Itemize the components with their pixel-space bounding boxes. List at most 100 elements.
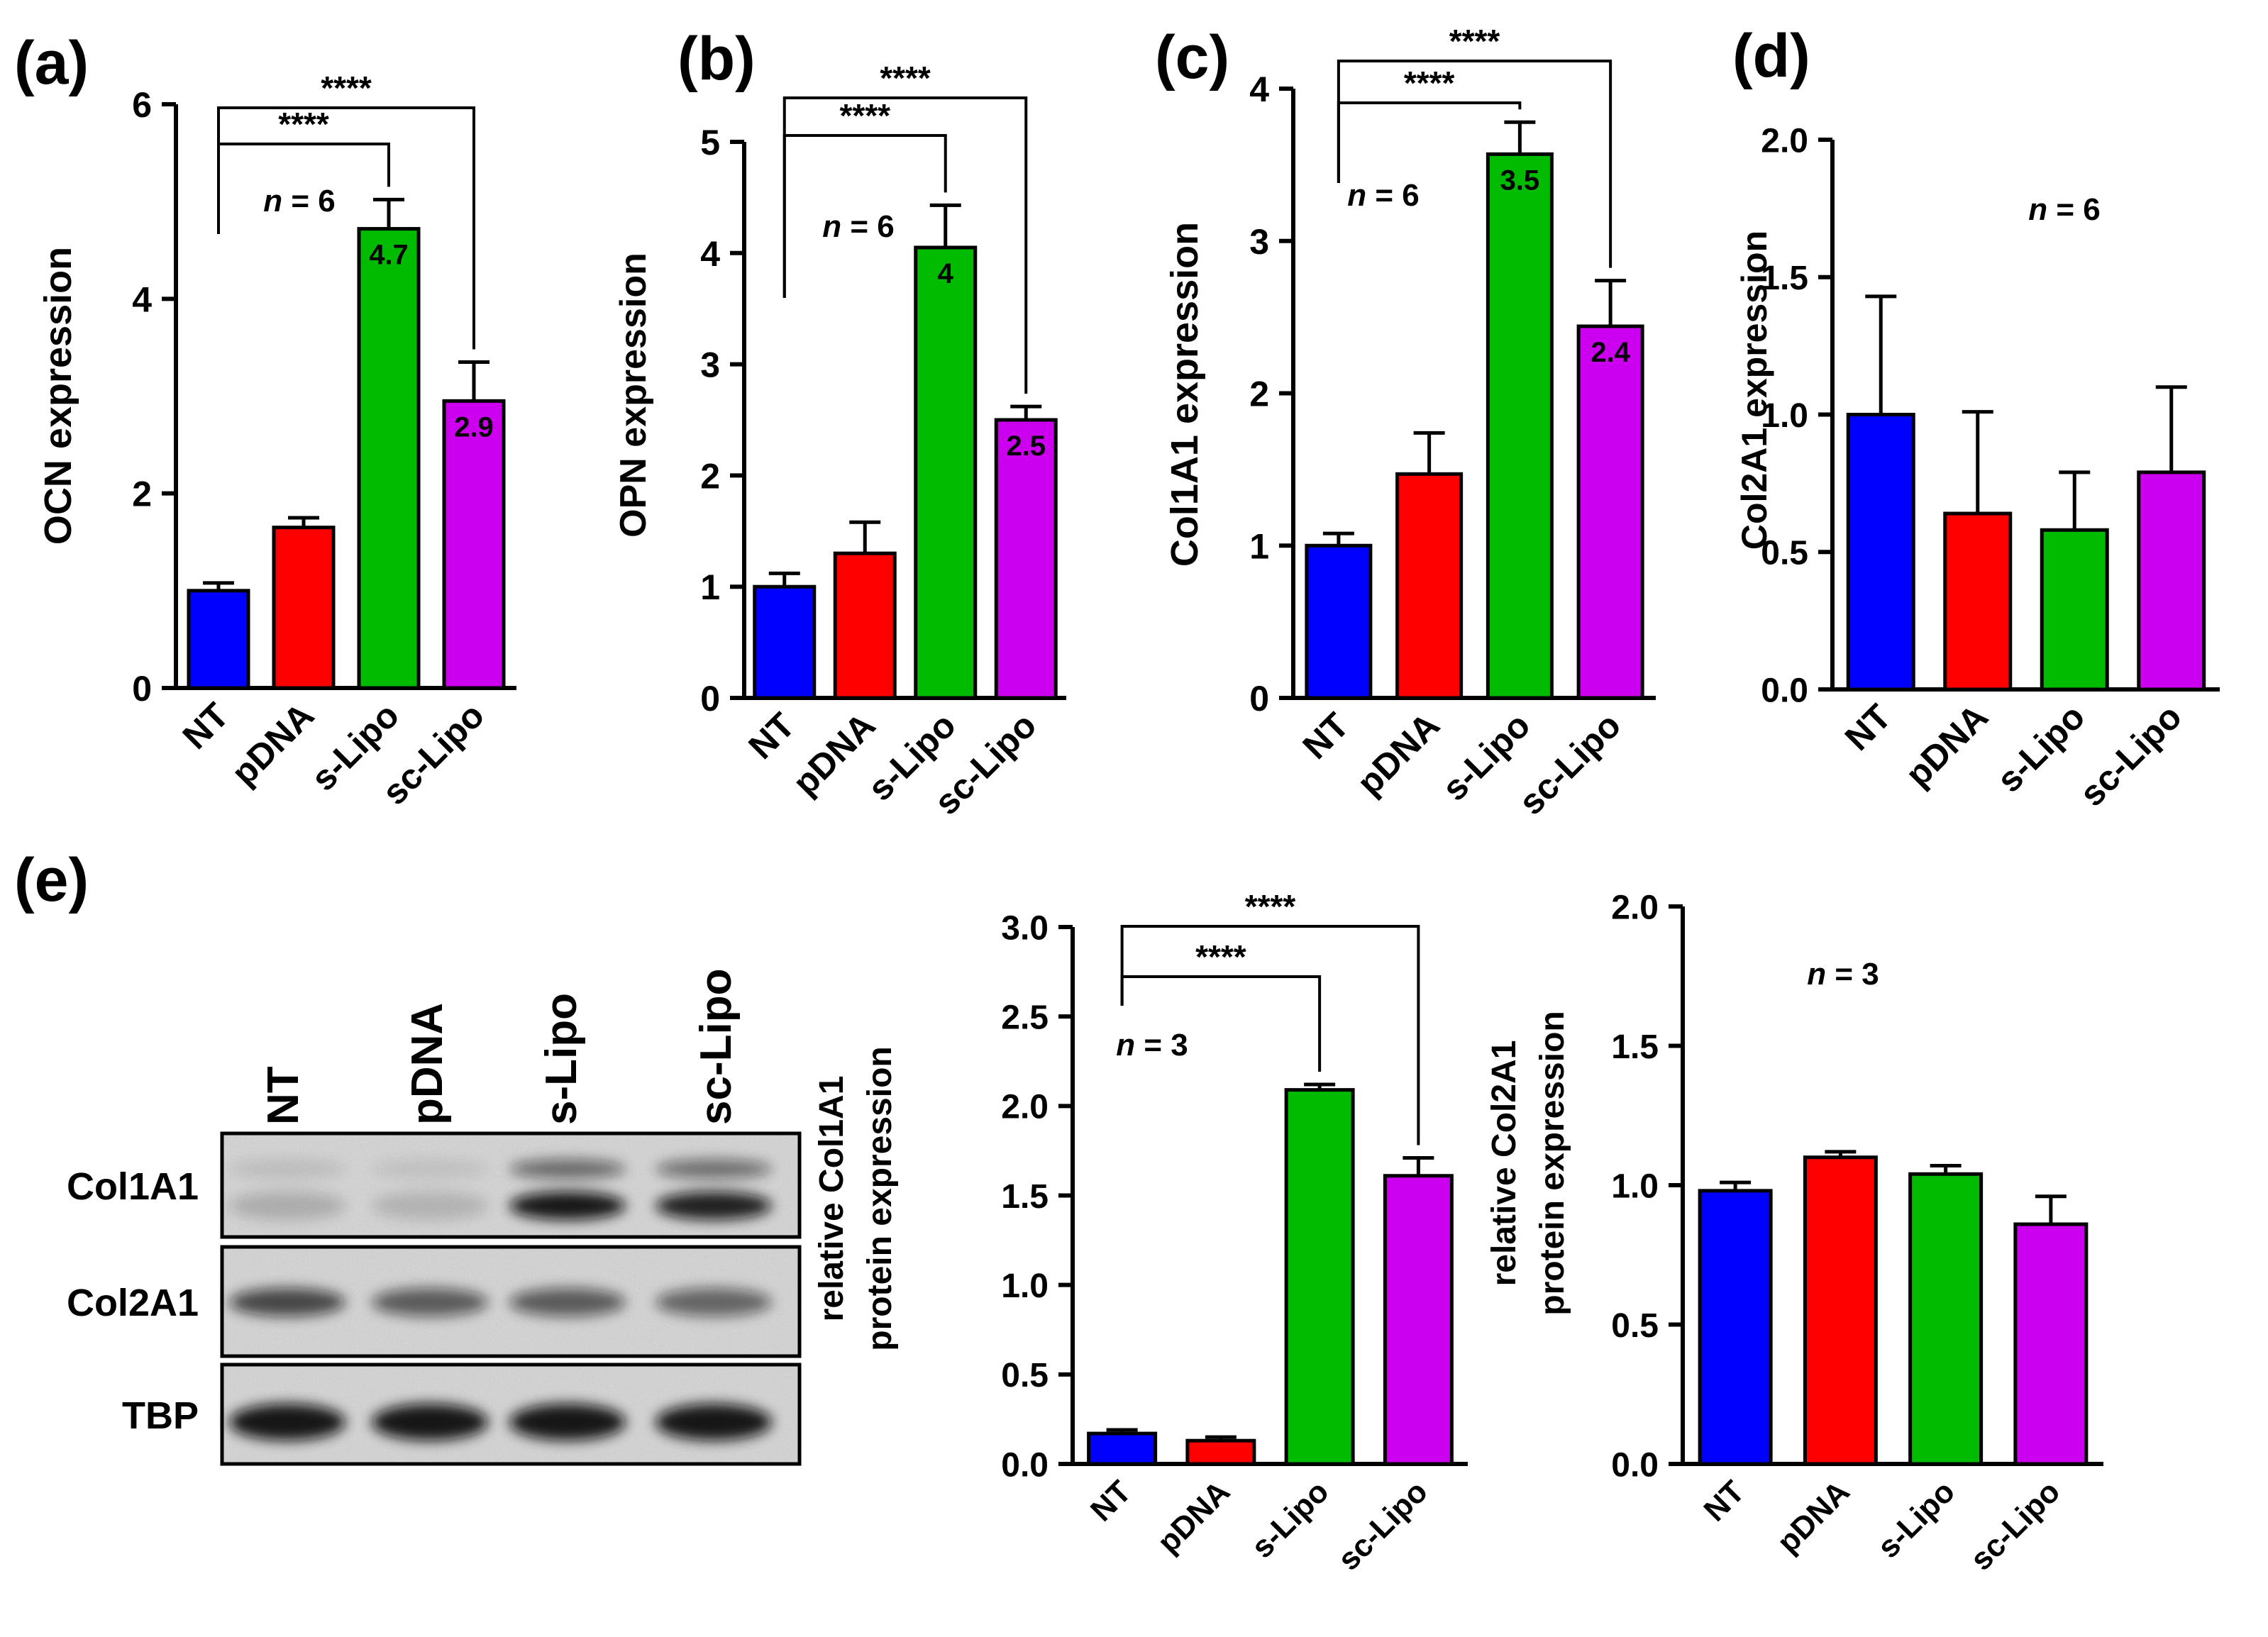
y-tick-label: 0.0 [1001,1446,1049,1484]
blot-texture [222,1133,800,1237]
x-tick-label-sc-lipo: sc-Lipo [1511,705,1628,822]
blot-row-tbp: TBP [122,1363,802,1466]
blot-band [655,1159,772,1179]
y-tick-label: 4 [132,279,152,319]
value-label-sc-lipo: 2.9 [454,411,494,443]
bar-s-lipo [914,245,978,700]
y-tick-label: 5 [700,123,720,162]
chart-panel-d: (d) 0.0 0.5 1.0 1.5 2.0 Col2A1 expression NTpDN… [1732,22,2220,814]
bar-nt [1698,1189,1773,1466]
significance-stars: **** [278,106,329,143]
blot-band [372,1192,488,1220]
bar-pdna [1803,1155,1878,1466]
n-annotation: n = 6 [1347,178,1420,213]
y-tick-label: 1.0 [1611,1167,1659,1205]
y-tick-label: 2.0 [1761,122,1808,160]
blot-band [655,1404,772,1441]
significance-stars: **** [839,97,890,134]
value-label-s-lipo: 4 [938,258,954,289]
y-tick-label: 0 [1249,679,1269,718]
blot-band [509,1288,626,1316]
bar-sc-lipo [1383,1174,1454,1466]
blot-band [509,1159,626,1179]
blot-frame [220,1363,802,1466]
x-tick-label-nt: NT [175,695,237,757]
y-tick-label: 2 [1249,374,1269,414]
bar-nt [1087,1431,1158,1466]
blot-row-label: TBP [122,1394,199,1437]
y-tick-label: 4 [1249,70,1269,109]
y-axis-label: OCN expression [37,247,79,545]
blot-band [372,1404,488,1441]
y-tick-label: 3 [700,345,720,385]
x-tick-label-pdna: pDNA [1349,705,1447,803]
n-annotation: n = 6 [2028,192,2101,227]
x-tick-label-nt: NT [1697,1474,1751,1528]
significance-bracket [782,96,1028,394]
y-tick-label: 2.5 [1001,999,1049,1036]
y-tick-label: 4 [700,234,720,274]
bar-sc-lipo [2137,470,2206,692]
significance-stars: **** [1404,65,1455,101]
lane-label-nt: NT [259,1066,308,1125]
chart-panel-e2: 0.0 0.5 1.0 1.5 2.0 relative Col2A1 protein ex… [1486,889,2103,1577]
value-label-sc-lipo: 2.5 [1006,431,1046,462]
y-tick-label: 0.5 [1001,1357,1049,1394]
x-tick-label-pdna: pDNA [1151,1474,1237,1560]
y-tick-label: 0.0 [1761,672,1808,709]
n-annotation: n = 6 [822,209,895,244]
blot-band [509,1192,626,1220]
y-tick-label: 0 [700,679,720,718]
bar-pdna [1185,1438,1256,1466]
y-tick-label: 2.0 [1001,1089,1049,1126]
blot-band [229,1288,345,1316]
y-tick-label: 1.0 [1761,397,1808,435]
y-tick-label: 2 [132,475,152,514]
bar-s-lipo [2040,528,2109,692]
panel-label: (b) [677,25,756,93]
y-axis-label: Col1A1 expression [1163,222,1206,567]
n-annotation: n = 6 [263,184,336,218]
panel-label: (c) [1155,23,1229,91]
bar-nt [1846,413,1915,692]
bar-s-lipo [357,227,421,690]
bar-sc-lipo [442,399,506,690]
bar-nt [1305,543,1373,700]
blot-band [509,1404,626,1441]
significance-bracket [217,106,475,350]
y-axis-label: Col2A1 expression [1735,231,1774,550]
x-tick-label-pdna: pDNA [1771,1474,1857,1560]
bar-sc-lipo [1576,324,1644,700]
bar-nt [187,589,250,690]
y-tick-label: 6 [132,85,152,125]
y-tick-label: 0 [132,669,152,709]
bar-pdna [1395,472,1464,700]
n-annotation: n = 3 [1116,1028,1188,1062]
x-tick-label-nt: NT [1295,705,1356,767]
x-tick-label-nt: NT [1837,697,1899,758]
y-tick-label: 1 [700,567,720,607]
y-tick-label: 2.0 [1611,889,1659,926]
blot-row-label: Col2A1 [67,1282,199,1324]
y-tick-label: 2 [700,456,720,496]
x-tick-label-sc-lipo: sc-Lipo [2072,697,2189,814]
significance-bracket [1337,60,1613,268]
blot-row-label: Col1A1 [67,1165,199,1208]
y-tick-label: 3 [1249,222,1269,262]
lane-label-sc-lipo: sc-Lipo [692,969,741,1125]
blot-row-col1a1: Col1A1 [67,1131,802,1239]
blot-frame [220,1131,802,1239]
y-axis-label: relative Col2A1 [1486,1041,1523,1287]
x-tick-label-sc-lipo: sc-Lipo [1964,1474,2067,1577]
y-tick-label: 0.5 [1761,535,1808,572]
blot-frame [220,1245,802,1358]
bar-sc-lipo [994,418,1058,700]
y-axis-label: protein expression [861,1046,899,1350]
bar-pdna [833,551,897,700]
value-label-sc-lipo: 2.4 [1591,337,1630,368]
